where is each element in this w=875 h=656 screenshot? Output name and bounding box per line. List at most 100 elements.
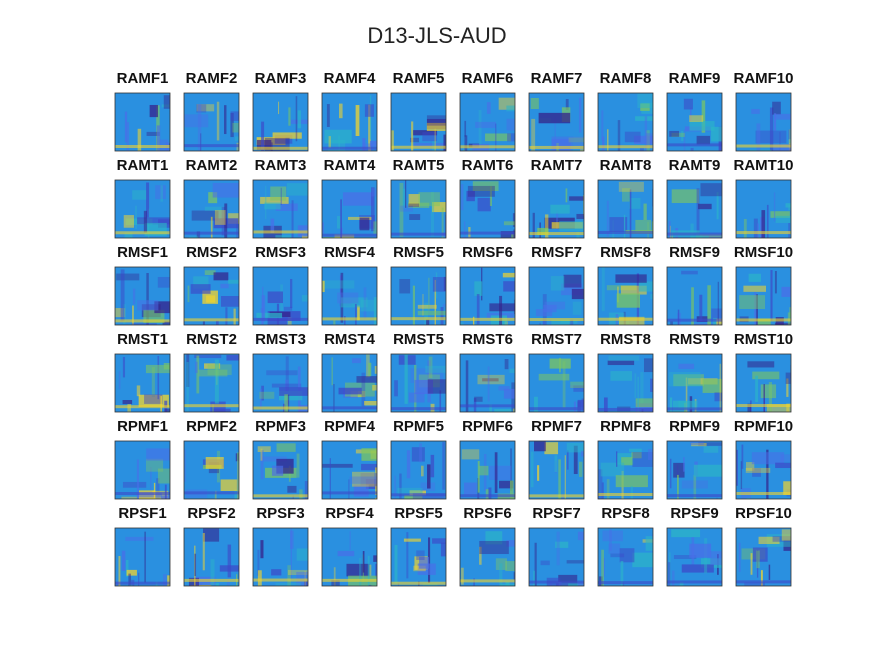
panel-label: RMST2 bbox=[186, 331, 237, 348]
panel-texture bbox=[464, 120, 467, 137]
panel-texture bbox=[533, 570, 535, 586]
panel-texture bbox=[788, 129, 791, 140]
panel-texture bbox=[690, 107, 692, 122]
panel-texture bbox=[555, 541, 569, 548]
panel-texture bbox=[406, 450, 411, 479]
panel-texture bbox=[740, 461, 743, 490]
panel-texture bbox=[461, 449, 480, 460]
panel-label: RPMF3 bbox=[255, 418, 306, 435]
panel-label: RMSF4 bbox=[324, 244, 375, 261]
panel-texture bbox=[576, 213, 584, 220]
panel-texture bbox=[509, 480, 514, 499]
figure-title: D13-JLS-AUD bbox=[367, 23, 506, 48]
panel-texture bbox=[199, 235, 201, 238]
panel-label: RAMF4 bbox=[324, 70, 376, 87]
panel-texture bbox=[270, 142, 273, 151]
panel-image bbox=[667, 93, 722, 151]
panel-label: RAMT9 bbox=[669, 157, 721, 174]
panel-texture bbox=[640, 372, 644, 412]
panel-texture bbox=[426, 115, 446, 126]
panel-texture bbox=[598, 469, 603, 499]
panel-texture bbox=[467, 185, 495, 197]
panel-texture bbox=[261, 385, 264, 401]
panel-border bbox=[666, 440, 723, 500]
panel-texture bbox=[370, 140, 377, 147]
panel-border bbox=[252, 353, 309, 413]
panel-label: RPMF6 bbox=[462, 418, 513, 435]
panel-bottom-band bbox=[115, 405, 170, 409]
panel-bottom-band bbox=[253, 230, 308, 234]
panel-texture bbox=[132, 288, 136, 305]
panel-bottom-band bbox=[598, 145, 653, 149]
panel-texture bbox=[554, 117, 556, 151]
panel-texture bbox=[773, 144, 791, 151]
panel-texture bbox=[265, 185, 267, 219]
panel-texture bbox=[146, 131, 160, 136]
panel-texture bbox=[264, 202, 281, 210]
panel-texture bbox=[322, 280, 355, 289]
panel-texture bbox=[224, 105, 227, 135]
panel-texture bbox=[261, 121, 265, 151]
panel-label: RMST5 bbox=[393, 331, 444, 348]
panel-image bbox=[736, 528, 791, 586]
panel-texture bbox=[550, 276, 565, 291]
panel-label: RPSF5 bbox=[394, 505, 442, 522]
panel-bottom-band bbox=[667, 407, 722, 411]
panel-texture bbox=[441, 207, 444, 238]
panel-texture bbox=[337, 550, 355, 557]
panel-texture bbox=[146, 182, 150, 218]
panel-texture bbox=[296, 548, 308, 561]
panel-bottom-band bbox=[529, 318, 584, 322]
panel-texture bbox=[270, 218, 275, 233]
panel-texture bbox=[155, 185, 166, 200]
panel-texture bbox=[224, 203, 228, 238]
panel-texture bbox=[602, 530, 623, 542]
panel-bottom-band bbox=[184, 578, 239, 582]
panel-texture bbox=[236, 220, 239, 238]
panel-texture bbox=[747, 361, 775, 368]
panel-texture bbox=[785, 203, 791, 208]
panel-texture bbox=[513, 408, 515, 412]
panel-texture bbox=[361, 463, 377, 471]
panel-texture bbox=[342, 192, 374, 206]
panel-texture bbox=[758, 536, 780, 544]
panel-texture bbox=[774, 270, 777, 294]
panel-texture bbox=[191, 210, 219, 221]
panel-bottom-band bbox=[460, 317, 515, 321]
panel-texture bbox=[462, 236, 473, 238]
panel-texture bbox=[639, 147, 644, 151]
panel-texture bbox=[618, 316, 645, 325]
panel-texture bbox=[422, 294, 424, 316]
panel-texture bbox=[690, 441, 704, 445]
panel-texture bbox=[775, 462, 791, 469]
panel-label: RAMF8 bbox=[600, 70, 652, 87]
panel-texture bbox=[573, 401, 577, 412]
panel-texture bbox=[603, 557, 605, 577]
panel-texture bbox=[359, 557, 362, 586]
panel-texture bbox=[509, 585, 512, 586]
panel-texture bbox=[629, 197, 641, 209]
panel-texture bbox=[566, 442, 584, 453]
panel-texture bbox=[768, 564, 771, 580]
panel-texture bbox=[122, 400, 133, 405]
panel-bg bbox=[460, 354, 515, 412]
panel-bottom-band bbox=[598, 581, 653, 585]
panel-texture bbox=[163, 574, 167, 586]
panel-border bbox=[459, 266, 516, 326]
panel-texture bbox=[214, 492, 216, 499]
panel-border bbox=[735, 527, 792, 587]
panel-texture bbox=[569, 196, 584, 201]
panel-texture bbox=[121, 496, 153, 499]
panel-label: RMSF8 bbox=[600, 244, 651, 261]
panel-label: RAMF9 bbox=[669, 70, 721, 87]
panel-texture bbox=[769, 107, 774, 151]
panel-texture bbox=[617, 120, 621, 151]
panel-texture bbox=[355, 105, 360, 137]
panel-texture bbox=[205, 457, 224, 469]
panel-texture bbox=[512, 213, 515, 227]
panel-texture bbox=[271, 569, 282, 576]
panel-texture bbox=[406, 532, 409, 579]
panel-texture bbox=[397, 583, 400, 586]
panel-texture bbox=[286, 183, 308, 196]
panel-texture bbox=[118, 555, 121, 586]
